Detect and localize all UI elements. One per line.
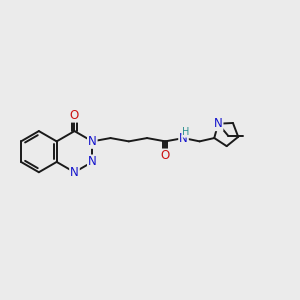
Text: O: O xyxy=(161,149,170,163)
Text: H: H xyxy=(182,127,189,137)
Text: N: N xyxy=(70,166,79,179)
Text: N: N xyxy=(214,117,223,130)
Text: N: N xyxy=(88,135,97,148)
Text: N: N xyxy=(179,132,188,145)
Text: O: O xyxy=(70,109,79,122)
Text: N: N xyxy=(88,155,97,168)
